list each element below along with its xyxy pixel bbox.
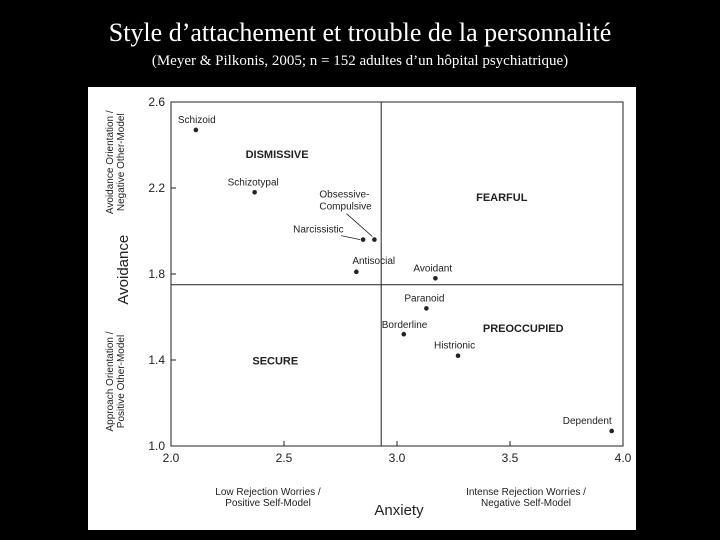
y-low-label: Approach Orientation / xyxy=(105,331,116,431)
data-point xyxy=(360,237,366,242)
data-point xyxy=(193,127,199,133)
quadrant-label: SECURE xyxy=(252,355,298,367)
data-point xyxy=(424,306,429,311)
y-high-label: Negative Other-Model xyxy=(116,113,127,211)
point-layer: Schizoid Schizotypal Obsessive-Compulsive N… xyxy=(178,115,614,434)
quadrant-label: DISMISSIVE xyxy=(246,149,309,161)
x-tick-label: 4.0 xyxy=(615,451,632,465)
x-high-label: Intense Rejection Worries / xyxy=(466,487,586,498)
data-point xyxy=(609,428,614,434)
y-tick-label: 1.0 xyxy=(148,439,165,453)
data-point xyxy=(252,190,257,195)
y-axis-title: Avoidance xyxy=(115,235,132,305)
data-point xyxy=(455,353,461,359)
point-label: Histrionic xyxy=(434,341,475,352)
y-tick-label: 2.6 xyxy=(148,95,165,109)
attachment-scatter-chart: 2.0 2.5 3.0 3.5 4.0 2.6 2.2 1.8 1.4 1.0 DISMISSIV… xyxy=(105,95,632,519)
point-label: Dependent xyxy=(563,416,612,427)
quadrant-label: FEARFUL xyxy=(476,192,528,204)
axes-layer xyxy=(170,101,624,447)
axis-label-layer: Low Rejection Worries /Positive Self-Mod… xyxy=(105,110,586,519)
point-label: Obsessive- xyxy=(319,190,369,201)
data-point xyxy=(354,269,359,275)
point-label: Schizoid xyxy=(178,115,216,126)
x-tick-label: 3.5 xyxy=(502,451,519,465)
data-point xyxy=(372,237,377,242)
x-high-label: Negative Self-Model xyxy=(481,498,571,509)
data-point xyxy=(401,331,407,337)
x-tick-label: 3.0 xyxy=(389,451,406,465)
y-high-label: Avoidance Orientation / xyxy=(105,110,116,214)
point-label: Borderline xyxy=(382,320,428,331)
x-tick-label: 2.0 xyxy=(163,451,180,465)
slide-title: Style d’attachement et trouble de la per… xyxy=(108,18,612,47)
slide-subtitle: (Meyer & Pilkonis, 2005; n = 152 adultes… xyxy=(151,53,569,69)
point-label: Compulsive xyxy=(319,202,372,213)
y-tick-label: 1.8 xyxy=(148,267,165,281)
chart-panel: 2.0 2.5 3.0 3.5 4.0 2.6 2.2 1.8 1.4 1.0 DISMISSIV… xyxy=(88,87,636,530)
y-tick-label: 1.4 xyxy=(148,353,165,367)
point-label: Paranoid xyxy=(404,293,444,304)
divider-layer xyxy=(171,102,623,446)
quadrant-layer: DISMISSIVE FEARFUL PREOCCUPIED SECURE xyxy=(246,149,564,367)
plot-frame xyxy=(170,101,624,447)
x-tick-label: 2.5 xyxy=(276,451,293,465)
point-label: Antisocial xyxy=(352,256,395,267)
quadrant-label: PREOCCUPIED xyxy=(483,323,564,335)
point-leader-line xyxy=(346,213,373,237)
point-label: Avoidant xyxy=(413,263,452,274)
point-label: Schizotypal xyxy=(228,177,279,188)
y-low-label: Positive Other-Model xyxy=(116,335,127,428)
y-tick-label: 2.2 xyxy=(148,181,165,195)
point-label: Narcissistic xyxy=(293,225,344,236)
tick-layer: 2.0 2.5 3.0 3.5 4.0 2.6 2.2 1.8 1.4 1.0 xyxy=(148,95,631,465)
x-low-label: Positive Self-Model xyxy=(225,498,311,509)
x-low-label: Low Rejection Worries / xyxy=(215,487,321,498)
x-axis-title: Anxiety xyxy=(374,502,424,519)
point-leader-line xyxy=(341,235,361,240)
data-point xyxy=(433,276,438,281)
